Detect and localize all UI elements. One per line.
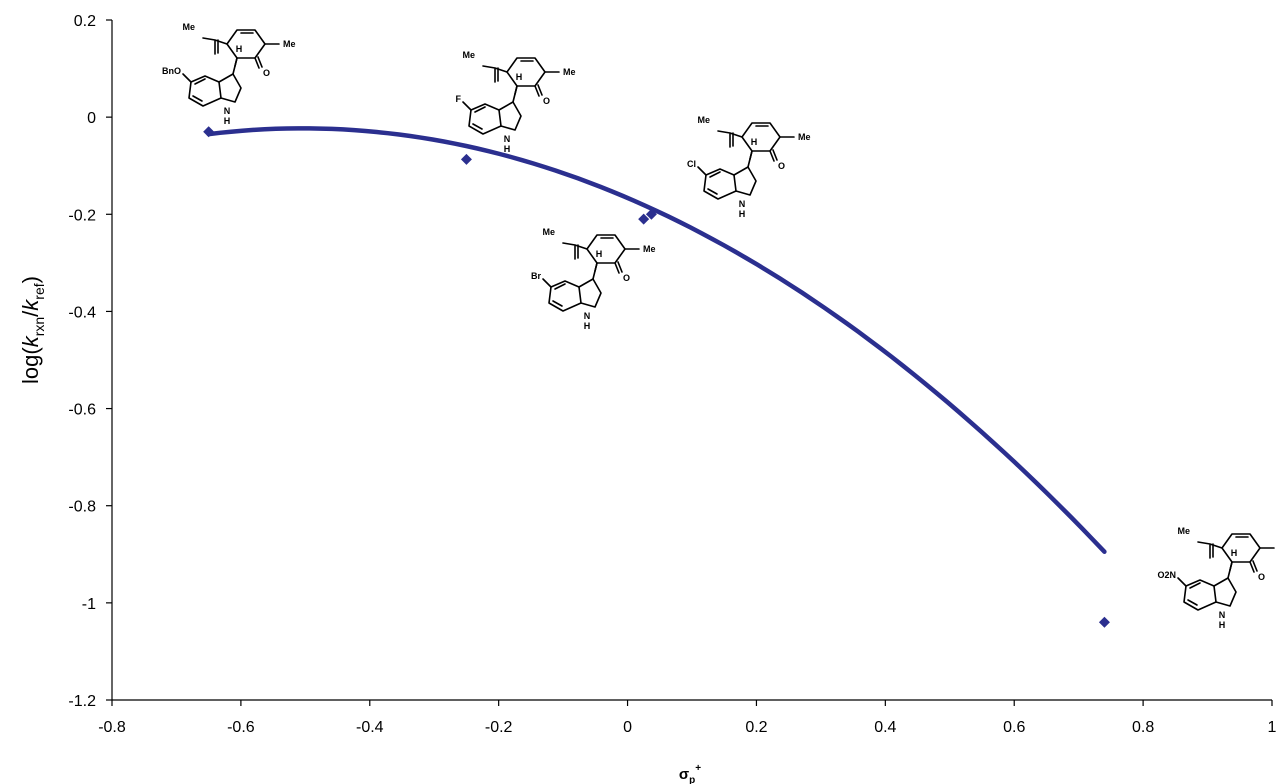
y-tick-label: 0.2 <box>74 13 96 30</box>
molecule-atom-label: H <box>1231 548 1238 558</box>
data-point <box>203 126 215 138</box>
molecule-atom-label: Me <box>283 39 296 49</box>
molecule-structures: MeMeHONHBnOMeMeHONHFMeMeHONHClMeMeHONHBr… <box>162 22 1275 630</box>
x-tick-label: 0.8 <box>1132 719 1154 736</box>
y-tick-label: -0.6 <box>68 402 96 419</box>
molecule-atom-label: Me <box>182 22 195 32</box>
molecule-atom-label: H <box>236 44 243 54</box>
molecule-substituent-label: BnO <box>162 66 181 76</box>
molecule-atom-label: Me <box>1177 526 1190 536</box>
molecule-atom-label: H <box>751 137 758 147</box>
y-tick-label: -0.4 <box>68 304 96 321</box>
molecule-atom-label: H <box>224 116 231 126</box>
molecule-substituent-label: Br <box>531 271 541 281</box>
molecule-structure: MeMeHONHO2N <box>1157 526 1275 630</box>
data-points <box>203 126 1110 628</box>
molecule-atom-label: O <box>778 161 785 171</box>
data-point <box>638 213 650 225</box>
molecule-atom-label: O <box>1258 572 1265 582</box>
molecule-atom-label: H <box>504 144 511 154</box>
y-tick-label: 0 <box>87 110 96 127</box>
x-tick-label: 1 <box>1268 719 1277 736</box>
x-tick-label: 0.4 <box>874 719 896 736</box>
x-tick-label: -0.2 <box>485 719 513 736</box>
molecule-atom-label: N <box>504 134 511 144</box>
data-point <box>645 208 657 220</box>
x-ticks: -0.8 -0.6 -0.4 -0.2 0 0.2 0.4 0.6 0.8 1 <box>98 700 1277 736</box>
molecule-atom-label: Me <box>697 115 710 125</box>
molecule-substituent-label: O2N <box>1157 570 1176 580</box>
molecule-substituent-label: F <box>456 94 462 104</box>
molecule-atom-label: N <box>224 106 231 116</box>
y-tick-label: -1 <box>82 596 96 613</box>
molecule-atom-label: N <box>584 311 591 321</box>
data-point <box>460 153 472 165</box>
x-tick-label: 0.6 <box>1003 719 1025 736</box>
molecule-atom-label: Me <box>462 50 475 60</box>
molecule-atom-label: O <box>543 96 550 106</box>
molecule-atom-label: H <box>584 321 591 331</box>
x-axis-label: σp+ <box>679 763 701 784</box>
y-tick-label: -0.8 <box>68 499 96 516</box>
x-tick-label: 0 <box>623 719 632 736</box>
y-tick-label: -1.2 <box>68 693 96 710</box>
molecule-atom-label: O <box>623 273 630 283</box>
axes <box>111 20 1272 701</box>
x-tick-label: -0.4 <box>356 719 384 736</box>
data-point <box>1098 616 1110 628</box>
x-tick-label: -0.6 <box>227 719 255 736</box>
molecule-atom-label: Me <box>563 67 576 77</box>
molecule-atom-label: Me <box>542 227 555 237</box>
molecule-atom-label: N <box>739 199 746 209</box>
molecule-atom-label: H <box>516 72 523 82</box>
molecule-atom-label: O <box>263 68 270 78</box>
molecule-substituent-label: Cl <box>687 159 696 169</box>
y-ticks: 0.2 0 -0.2 -0.4 -0.6 -0.8 -1 -1.2 <box>68 13 112 710</box>
y-tick-label: -0.2 <box>68 207 96 224</box>
quadratic-trendline <box>206 126 1107 554</box>
molecule-atom-label: H <box>596 249 603 259</box>
y-axis-label: log(krxn/kref) <box>18 276 47 384</box>
molecule-atom-label: Me <box>643 244 656 254</box>
molecule-atom-label: H <box>1219 620 1226 630</box>
molecule-atom-label: N <box>1219 610 1226 620</box>
molecule-atom-label: Me <box>798 132 811 142</box>
x-tick-label: -0.8 <box>98 719 126 736</box>
x-tick-label: 0.2 <box>745 719 767 736</box>
molecule-atom-label: H <box>739 209 746 219</box>
